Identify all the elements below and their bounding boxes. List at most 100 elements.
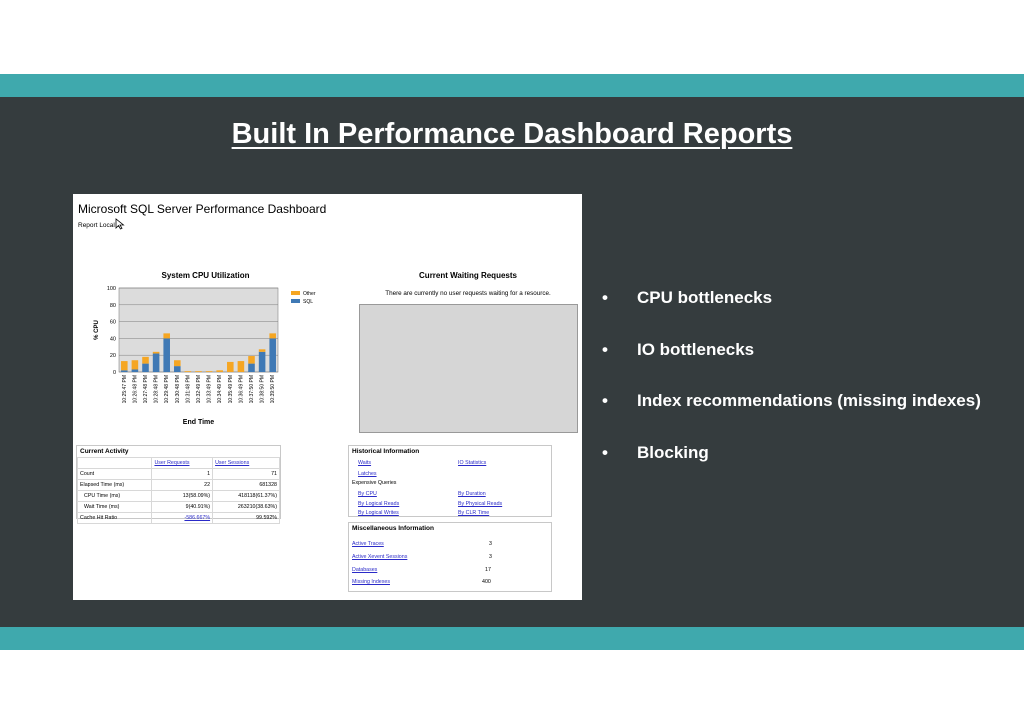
by-cpu-link[interactable]: By CPU xyxy=(358,491,377,497)
row-value: 1 xyxy=(151,468,214,480)
misc-info-section: Miscellaneous Information Active Traces … xyxy=(348,522,552,592)
bullet-glyph: • xyxy=(602,442,608,462)
bullet-text: Blocking xyxy=(637,442,709,462)
row-label: CPU Time (ms) xyxy=(76,490,153,502)
bar-sql xyxy=(131,369,139,372)
cache-hit-link[interactable]: -586.667% xyxy=(151,512,214,524)
bullet-glyph: • xyxy=(602,391,608,410)
waits-link[interactable]: Waits xyxy=(358,460,372,466)
x-tick-label: 10:39:50 PM xyxy=(270,375,276,403)
bar-sql xyxy=(269,338,276,372)
table-row: Wait Time (ms) 9(40.91%) 263210(38.63%) xyxy=(76,501,280,513)
mouse-cursor-icon xyxy=(115,218,125,230)
x-tick-label: 10:35:49 PM xyxy=(228,375,234,403)
databases-value: 17 xyxy=(485,567,491,573)
missing-indexes-link[interactable]: Missing Indexes xyxy=(352,579,390,585)
missing-indexes-value: 400 xyxy=(482,579,491,585)
row-value: 263210(38.63%) xyxy=(212,501,280,513)
by-clr-time-link[interactable]: By CLR Time xyxy=(458,510,490,516)
slide-title-text: Built In Performance Dashboard Reports xyxy=(231,118,793,150)
bar-other xyxy=(184,371,192,372)
bullet-item: • Index recommendations (missing indexes) xyxy=(598,391,1018,443)
bullet-text: CPU bottlenecks xyxy=(637,288,773,307)
bar-other xyxy=(258,349,266,352)
table-header-row: User Requests User Sessions xyxy=(76,457,280,469)
x-tick-label: 10:26:48 PM xyxy=(132,375,138,403)
latches-link[interactable]: Latches xyxy=(358,471,377,477)
row-value: 9(40.91%) xyxy=(151,501,214,513)
waiting-requests-panel xyxy=(359,304,578,433)
bar-sql xyxy=(163,338,170,372)
current-activity-title: Current Activity xyxy=(80,448,129,455)
table-header-cell xyxy=(76,457,153,469)
bar-other xyxy=(142,356,149,364)
x-tick-label: 10:28:48 PM xyxy=(154,375,160,403)
bar-other xyxy=(152,351,160,354)
y-tick-label: 60 xyxy=(110,320,116,326)
cpu-chart-title: System CPU Utilization xyxy=(161,271,250,280)
cpu-utilization-chart: 0 20 40 60 80 100 10:25:47 PM 10:26:48 PM 10:27:… xyxy=(94,286,316,426)
by-duration-link[interactable]: By Duration xyxy=(458,491,486,497)
active-xevent-sessions-value: 3 xyxy=(489,554,492,560)
bullet-item: • Blocking xyxy=(598,443,1018,495)
slide-title: Built In Performance Dashboard Reports xyxy=(0,118,1024,151)
by-logical-reads-link[interactable]: By Logical Reads xyxy=(358,501,400,507)
bullet-glyph: • xyxy=(602,288,608,307)
by-physical-reads-link[interactable]: By Physical Reads xyxy=(458,501,503,507)
by-logical-writes-link[interactable]: By Logical Writes xyxy=(358,510,399,516)
x-tick-label: 10:25:47 PM xyxy=(122,375,128,403)
bar-other xyxy=(174,360,181,367)
x-tick-label: 10:38:50 PM xyxy=(260,375,266,403)
bar-other xyxy=(121,361,128,371)
bar-other xyxy=(195,371,202,372)
x-tick-label: 10:33:49 PM xyxy=(207,375,213,403)
bar-other xyxy=(205,371,213,372)
legend-label-sql: SQL xyxy=(303,299,313,305)
waiting-requests-message: There are currently no user requests wai… xyxy=(385,290,551,297)
y-tick-label: 100 xyxy=(107,286,116,292)
user-sessions-header[interactable]: User Sessions xyxy=(212,457,280,469)
bar-other xyxy=(237,361,245,372)
row-label: Elapsed Time (ms) xyxy=(76,479,153,491)
table-row: Elapsed Time (ms) 22 681328 xyxy=(76,479,280,491)
misc-info-title: Miscellaneous Information xyxy=(352,525,434,532)
x-tick-label: 10:36:49 PM xyxy=(238,375,244,403)
bar-sql xyxy=(258,351,266,372)
x-tick-label: 10:30:48 PM xyxy=(175,375,181,403)
dashboard-title: Microsoft SQL Server Performance Dashboa… xyxy=(78,202,327,216)
bullet-item: • CPU bottlenecks xyxy=(598,288,1018,340)
user-requests-header[interactable]: User Requests xyxy=(151,457,214,469)
table-row: CPU Time (ms) 13(58.09%) 418118(61.37%) xyxy=(76,490,280,502)
bar-sql xyxy=(152,353,160,372)
bar-other xyxy=(131,360,139,370)
bottom-accent-band xyxy=(0,627,1024,650)
historical-info-section: Historical Information Waits IO Statisti… xyxy=(348,445,552,517)
legend-label-other: Other xyxy=(303,291,316,297)
y-tick-label: 0 xyxy=(113,370,116,376)
current-activity-section: Current Activity User Requests User Sess… xyxy=(76,445,281,524)
row-value: 418118(61.37%) xyxy=(212,490,280,502)
bar-other xyxy=(248,356,255,364)
active-traces-link[interactable]: Active Traces xyxy=(352,541,384,547)
y-axis-label: % CPU xyxy=(94,320,100,340)
row-value: 681328 xyxy=(212,479,280,491)
row-label: Cache Hit Ratio xyxy=(76,512,153,524)
x-tick-label: 10:29:48 PM xyxy=(164,375,170,403)
bar-other xyxy=(269,333,276,339)
bar-other xyxy=(227,361,234,372)
x-tick-label: 10:31:48 PM xyxy=(185,375,191,403)
active-traces-value: 3 xyxy=(489,541,492,547)
legend-swatch-other xyxy=(291,291,300,295)
row-value: 71 xyxy=(212,468,280,480)
bar-sql xyxy=(174,366,181,372)
table-row: Cache Hit Ratio -586.667% 99.592% xyxy=(76,512,280,524)
bullet-text: Index recommendations (missing indexes) xyxy=(637,391,981,410)
bullet-glyph: • xyxy=(602,339,608,359)
table-row: Count 1 71 xyxy=(76,468,280,480)
databases-link[interactable]: Databases xyxy=(352,567,378,573)
io-statistics-link[interactable]: IO Statistics xyxy=(458,460,487,466)
active-xevent-sessions-link[interactable]: Active Xevent Sessions xyxy=(352,554,408,560)
row-value: 22 xyxy=(151,479,214,491)
legend-swatch-sql xyxy=(291,299,300,303)
y-tick-label: 80 xyxy=(110,303,116,309)
